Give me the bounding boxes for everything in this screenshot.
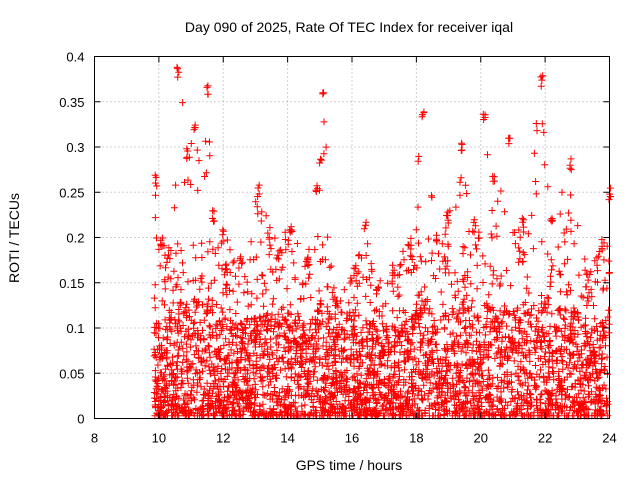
x-tick-label: 12 <box>216 431 230 446</box>
y-tick-label: 0.1 <box>66 321 84 336</box>
x-tick-label: 10 <box>152 431 166 446</box>
y-tick-label: 0.15 <box>59 276 84 291</box>
x-tick-label: 18 <box>409 431 423 446</box>
x-tick-label: 14 <box>280 431 294 446</box>
y-tick-label: 0.05 <box>59 366 84 381</box>
axis-ticks: 8 10 12 14 16 18 20 22 24 0 0.05 0.1 0.15 0.2 0.25 0.3 0… <box>59 50 617 446</box>
y-tick-label: 0.4 <box>66 50 84 65</box>
y-tick-label: 0.25 <box>59 185 84 200</box>
x-axis-label: GPS time / hours <box>296 457 403 473</box>
chart-title: Day 090 of 2025, Rate Of TEC Index for r… <box>185 19 513 35</box>
x-tick-label: 20 <box>474 431 488 446</box>
y-axis-label: ROTI / TECUs <box>6 193 22 283</box>
x-tick-label: 16 <box>345 431 359 446</box>
y-tick-label: 0.35 <box>59 95 84 110</box>
y-tick-label: 0 <box>77 412 84 427</box>
x-tick-label: 24 <box>602 431 616 446</box>
x-tick-label: 22 <box>538 431 552 446</box>
data-points <box>150 63 615 420</box>
roti-points <box>150 63 615 420</box>
y-tick-label: 0.2 <box>66 231 84 246</box>
y-tick-label: 0.3 <box>66 140 84 155</box>
x-tick-label: 8 <box>91 431 98 446</box>
